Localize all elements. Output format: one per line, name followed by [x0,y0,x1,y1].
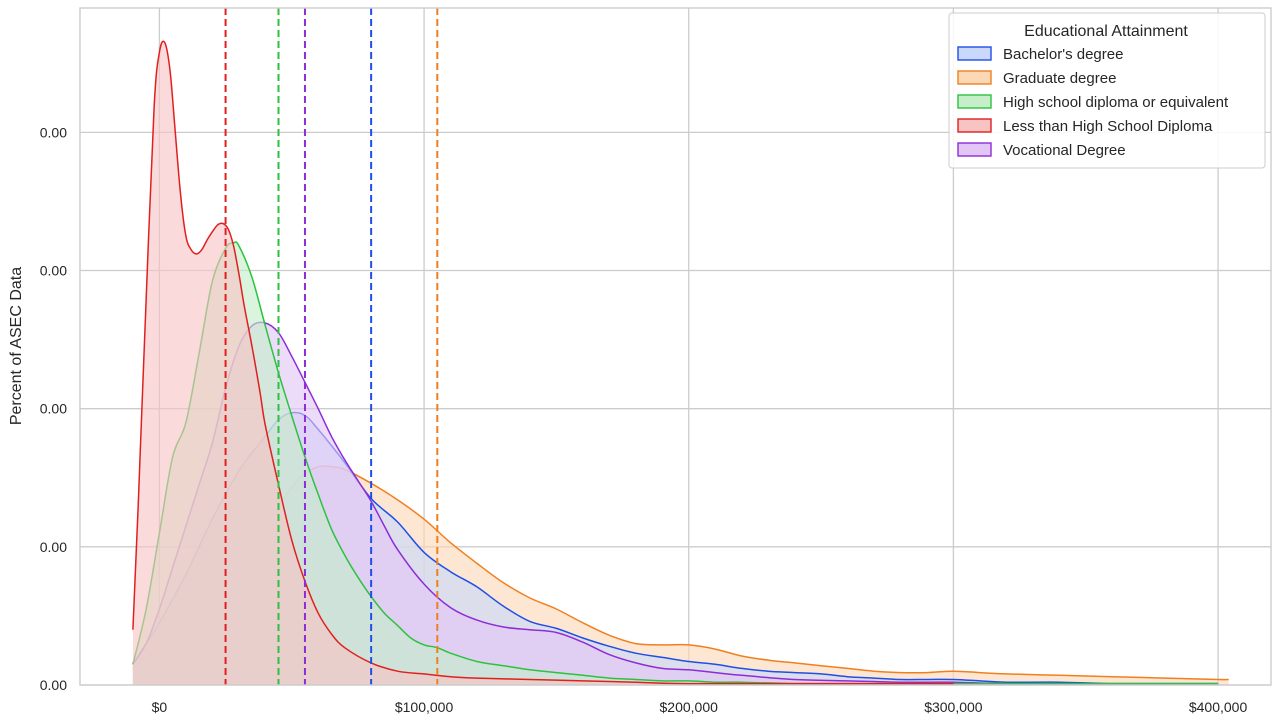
area-vocational-degree [132,322,1219,685]
median-lines [224,8,439,685]
y-tick-label: 0.00 [40,263,67,279]
y-tick-label: 0.00 [40,539,67,555]
legend-swatch [957,46,992,61]
legend-item: Bachelor's degree [957,46,1123,63]
legend: Educational Attainment Bachelor's degree… [948,12,1266,169]
legend-item: High school diploma or equivalent [957,94,1229,111]
y-tick-label: 0.00 [40,401,67,417]
legend-swatch [957,70,992,85]
y-axis-label: Percent of ASEC Data [8,267,25,425]
x-tick-label: $400,000 [1189,699,1248,715]
legend-swatch [957,118,992,133]
y-tick-label: 0.00 [40,124,67,140]
plot-frame [79,7,1272,686]
y-tick-labels: 0.00 0.00 0.00 0.00 0.00 [40,124,67,693]
legend-item: Less than High School Diploma [957,118,1213,135]
legend-item: Vocational Degree [957,142,1126,159]
legend-label: Less than High School Diploma [1003,118,1213,135]
legend-label: Vocational Degree [1003,142,1126,159]
x-tick-label: $100,000 [395,699,454,715]
legend-items: Bachelor's degree Graduate degree High sch… [957,46,1229,159]
x-tick-label: $300,000 [924,699,983,715]
x-tick-labels: $0 $100,000 $200,000 $300,000 $400,000 [152,699,1248,715]
x-tick-label: $200,000 [660,699,719,715]
curve-less-than-high-school-diploma [132,40,954,685]
legend-box [948,12,1266,169]
x-tick-label: $0 [152,699,168,715]
density-areas [132,40,1229,686]
legend-swatch [957,142,992,157]
legend-title: Educational Attainment [1024,23,1188,40]
legend-label: High school diploma or equivalent [1003,94,1229,111]
y-tick-label: 0.00 [40,677,67,693]
legend-item: Graduate degree [957,70,1116,87]
area-less-than-high-school-diploma [132,41,954,686]
legend-swatch [957,94,992,109]
legend-label: Bachelor's degree [1003,46,1123,63]
legend-label: Graduate degree [1003,70,1116,87]
